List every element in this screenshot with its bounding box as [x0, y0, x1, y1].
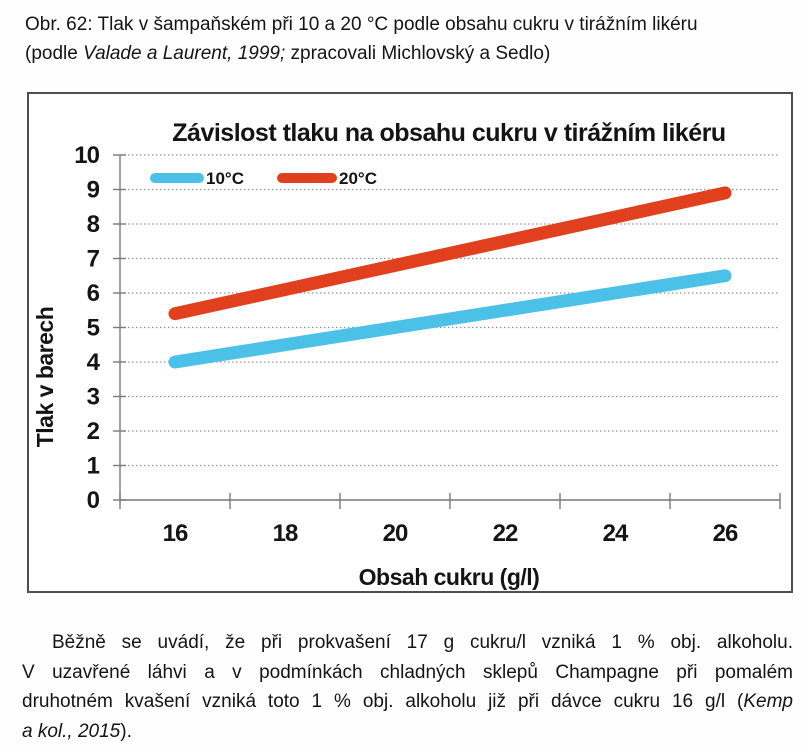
- series-line-20°C: [175, 193, 725, 314]
- caption-line-2: (podle Valade a Laurent, 1999; zpracoval…: [25, 39, 791, 68]
- chart-frame: 0 1 2 3 4 5 6 7 8 9 10 16 18 20 22 24 26 10°C 20°C Závisl…: [27, 92, 793, 593]
- body-paragraph: Běžně se uvádí, že při prokvašení 17 g c…: [22, 628, 793, 746]
- chart-title: Závislost tlaku na obsahu cukru v tirážn…: [172, 119, 725, 147]
- y-tick-label-3: 3: [87, 384, 100, 411]
- y-tick-label-4: 4: [87, 349, 101, 376]
- x-tick-label-22: 22: [493, 520, 518, 547]
- x-tick-label-16: 16: [163, 520, 188, 547]
- x-tick-label-20: 20: [383, 520, 408, 547]
- y-tick-label-7: 7: [87, 246, 100, 273]
- paragraph-line: a kol., 2015).: [22, 717, 793, 746]
- text-run: druhotném kvašení vzniká toto 1 % obj. a…: [22, 691, 743, 712]
- x-axis-title: Obsah cukru (g/l): [359, 564, 540, 590]
- caption-line-1: Obr. 62: Tlak v šampaňském při 10 a 20 °…: [25, 10, 791, 39]
- series-line-10°C: [175, 276, 725, 362]
- paragraph-line: druhotném kvašení vzniká toto 1 % obj. a…: [22, 687, 793, 717]
- legend-label-20°C: 20°C: [339, 169, 377, 188]
- y-tick-label-0: 0: [87, 487, 100, 514]
- italic-text-run: Valade a Laurent, 1999;: [83, 43, 285, 64]
- y-tick-label-10: 10: [74, 142, 99, 169]
- text-run: (podle: [25, 43, 83, 64]
- y-tick-label-6: 6: [87, 280, 100, 307]
- text-run: V uzavřené láhvi a v podmínkách chladnýc…: [22, 662, 793, 683]
- y-tick-label-9: 9: [87, 177, 100, 204]
- x-tick-label-26: 26: [713, 520, 738, 547]
- paragraph-line: Běžně se uvádí, že při prokvašení 17 g c…: [22, 628, 793, 658]
- y-tick-label-2: 2: [87, 418, 100, 445]
- figure-caption: Obr. 62: Tlak v šampaňském při 10 a 20 °…: [25, 10, 791, 68]
- y-tick-label-8: 8: [87, 211, 100, 238]
- y-axis-title: Tlak v barech: [32, 307, 58, 448]
- legend-label-10°C: 10°C: [206, 169, 244, 188]
- italic-text-run: a kol., 2015: [22, 721, 120, 742]
- y-tick-label-5: 5: [87, 315, 100, 342]
- paragraph-line: V uzavřené láhvi a v podmínkách chladnýc…: [22, 658, 793, 688]
- x-tick-label-24: 24: [603, 520, 629, 547]
- text-run: zpracovali Michlovský a Sedlo): [285, 43, 550, 64]
- italic-text-run: Kemp: [743, 691, 793, 712]
- text-run: Běžně se uvádí, že při prokvašení 17 g c…: [52, 632, 793, 653]
- x-tick-label-18: 18: [273, 520, 298, 547]
- y-tick-label-1: 1: [87, 453, 100, 480]
- text-run: ).: [120, 721, 132, 742]
- pressure-sugar-line-chart: 0 1 2 3 4 5 6 7 8 9 10 16 18 20 22 24 26 10°C 20°C Závisl…: [29, 94, 791, 591]
